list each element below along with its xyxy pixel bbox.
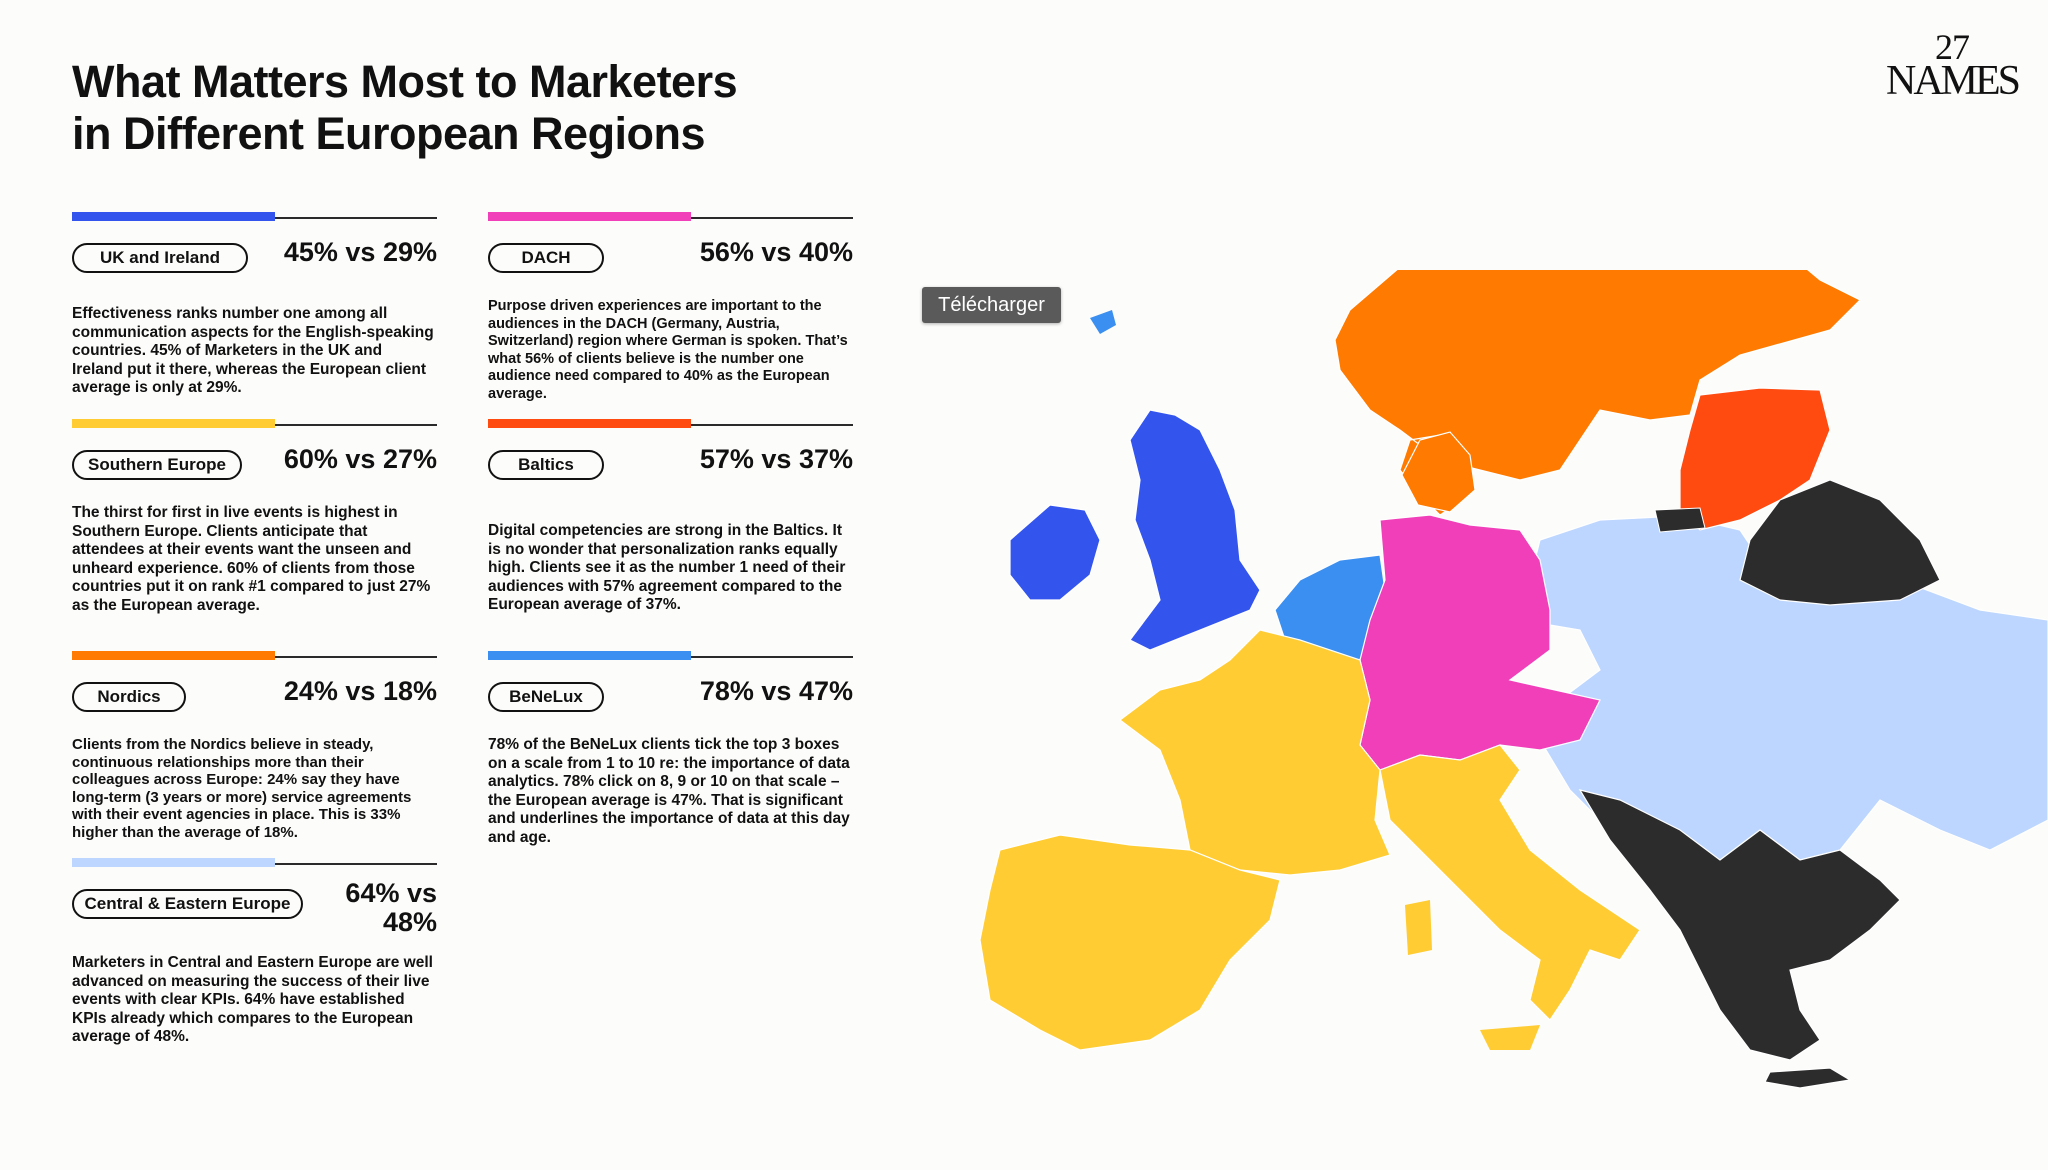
region-card-central-eastern-europe: Central & Eastern Europe 64% vs 48% Mark… — [72, 858, 437, 1063]
region-card-baltics: Baltics 57% vs 37% Digital competencies … — [488, 419, 853, 644]
region-label-pill: UK and Ireland — [72, 243, 248, 273]
region-label-pill: BeNeLux — [488, 682, 604, 712]
card-accent-bar — [72, 419, 275, 428]
region-description: The thirst for first in live events is h… — [72, 504, 431, 614]
region-stat: 64% vs 48% — [345, 879, 437, 937]
map-region-sardinia — [1405, 900, 1432, 955]
region-label-pill: DACH — [488, 243, 604, 273]
region-label-pill: Baltics — [488, 450, 604, 480]
region-card-uk-ireland: UK and Ireland 45% vs 29% Effectiveness … — [72, 212, 437, 407]
map-region-iceland — [1090, 310, 1116, 334]
region-card-benelux: BeNeLux 78% vs 47% 78% of the BeNeLux cl… — [488, 651, 853, 876]
region-card-dach: DACH 56% vs 40% Purpose driven experienc… — [488, 212, 853, 407]
map-region-france — [1119, 629, 1391, 876]
map-region-uk — [1129, 409, 1261, 651]
card-accent-bar — [72, 858, 275, 867]
map-region-sicily — [1480, 1025, 1540, 1050]
region-description: Digital competencies are strong in the B… — [488, 522, 846, 613]
region-stat: 78% vs 47% — [699, 676, 853, 706]
card-accent-bar — [488, 212, 691, 221]
region-card-southern-europe: Southern Europe 60% vs 27% The thirst fo… — [72, 419, 437, 644]
region-stat: 24% vs 18% — [283, 676, 437, 706]
region-description: Purpose driven experiences are important… — [488, 298, 848, 402]
card-accent-bar — [488, 419, 691, 428]
region-stat-line-2: 48% — [382, 907, 437, 937]
region-label-pill: Central & Eastern Europe — [72, 889, 303, 919]
page-title-line-2: in Different European Regions — [72, 108, 706, 159]
brand-logo: 27 NAMES — [1872, 27, 2032, 104]
map-region-baltics — [1679, 387, 1831, 531]
map-region-iberia — [979, 834, 1281, 1051]
page-title-line-1: What Matters Most to Marketers — [72, 56, 738, 107]
region-stat: 56% vs 40% — [699, 237, 853, 267]
map-region-balkans — [1578, 789, 1901, 1089]
region-label-pill: Southern Europe — [72, 450, 242, 480]
region-description: Marketers in Central and Eastern Europe … — [72, 954, 433, 1045]
region-stat: 60% vs 27% — [283, 444, 437, 474]
download-tooltip[interactable]: Télécharger — [922, 287, 1061, 323]
region-description: Effectiveness ranks number one among all… — [72, 305, 434, 396]
map-region-belarus — [1739, 479, 1941, 606]
europe-regions-map — [979, 270, 2048, 1089]
region-stat: 45% vs 29% — [283, 237, 437, 267]
region-description: 78% of the BeNeLux clients tick the top … — [488, 736, 850, 846]
region-stat: 57% vs 37% — [699, 444, 853, 474]
region-description: Clients from the Nordics believe in stea… — [72, 736, 412, 841]
region-stat-line-1: 64% vs — [345, 878, 437, 908]
map-region-italy — [1379, 744, 1641, 1021]
logo-number: 27 — [1935, 27, 1970, 67]
card-accent-bar — [72, 212, 275, 221]
card-accent-bar — [72, 651, 275, 660]
region-label-pill: Nordics — [72, 682, 186, 712]
logo-word: NAMES — [1885, 58, 2021, 104]
map-region-kaliningrad — [1654, 507, 1706, 533]
page-title: What Matters Most to Marketers in Differ… — [72, 56, 892, 160]
map-region-nordics-denmark — [1401, 431, 1476, 513]
map-region-ireland — [1009, 504, 1101, 601]
region-card-nordics: Nordics 24% vs 18% Clients from the Nord… — [72, 651, 437, 856]
card-accent-bar — [488, 651, 691, 660]
